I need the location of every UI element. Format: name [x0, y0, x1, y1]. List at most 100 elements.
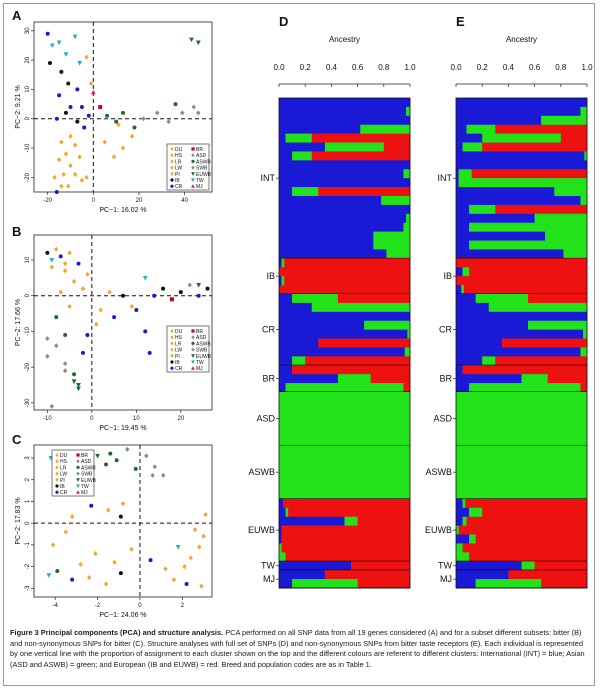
point-A-CR — [79, 105, 84, 109]
ancestry-bar-E-IB — [456, 267, 463, 277]
point-A-CR — [45, 31, 50, 36]
legend-label-B: IB — [175, 360, 180, 366]
ancestry-bar-D-CR — [318, 338, 411, 348]
point-A-DU — [111, 154, 117, 160]
ancestry-bar-E-INT — [554, 187, 588, 197]
ancestry-tick-label-E: 0.8 — [555, 63, 567, 72]
point-C-ASD — [144, 453, 149, 459]
ancestry-bar-E-MJ — [456, 570, 509, 580]
point-A-TW — [72, 34, 78, 40]
ancestry-bar-D-EUWB — [281, 534, 411, 544]
ancestry-bar-D-ASWB — [279, 472, 411, 482]
legend-label-B: PI — [175, 354, 180, 360]
point-B-DU — [80, 286, 86, 292]
legend-label-A: SWB — [196, 166, 208, 172]
ancestry-bar-D-EUWB — [279, 498, 284, 509]
point-C-CR — [89, 503, 94, 508]
ancestry-bar-D-INT — [373, 240, 411, 250]
population-label-D-CR: CR — [262, 325, 275, 335]
point-A-DU — [66, 183, 71, 189]
y-tick-label-C: 3 — [25, 456, 31, 460]
point-A-ASWB — [114, 119, 119, 124]
ancestry-bar-D-ASD — [279, 409, 411, 420]
population-label-E-TW: TW — [438, 561, 452, 571]
ancestry-bar-D-INT — [373, 231, 411, 241]
point-B-DU — [129, 303, 135, 309]
point-B-CR — [196, 293, 201, 298]
point-C-TW — [46, 573, 52, 578]
ancestry-bar-D-INT — [279, 151, 293, 161]
legend-label-B: LR — [175, 341, 182, 347]
point-A-DU — [68, 133, 73, 139]
ancestry-bar-E-EUWB — [469, 552, 588, 562]
ancestry-bar-E-INT — [456, 169, 459, 179]
x-tick-label-B: 0 — [90, 416, 94, 422]
legend-marker-A — [170, 178, 174, 182]
ancestry-bar-E-EUWB — [475, 534, 588, 544]
ancestry-bar-E-BR — [456, 365, 463, 375]
x-tick-label-C: 0 — [138, 603, 142, 609]
ancestry-bar-D-BR — [370, 374, 411, 384]
y-tick-label-B: -30 — [25, 398, 31, 407]
legend-label-A: CR — [175, 184, 183, 190]
point-A-BR — [98, 105, 103, 109]
ancestry-bar-E-INT — [466, 124, 496, 134]
point-A-DU — [63, 151, 69, 157]
point-A-TW — [49, 43, 55, 49]
ancestry-bar-D-CR — [404, 347, 411, 357]
legend-marker-A — [191, 165, 195, 170]
ancestry-bar-D-ASWB — [279, 490, 411, 500]
ancestry-bar-D-ASWB — [279, 454, 411, 464]
point-C-DU — [201, 533, 206, 539]
ancestry-bar-D-MJ — [324, 570, 411, 580]
ancestry-bar-D-MJ — [279, 570, 326, 580]
legend-label-A: HS — [175, 153, 183, 159]
point-A-DU — [102, 139, 107, 145]
ancestry-bar-E-ASWB — [456, 472, 588, 482]
point-B-IB — [205, 286, 210, 291]
legend-marker-B — [170, 335, 174, 340]
legend-label-A: MJ — [196, 184, 203, 190]
ancestry-bar-E-IB — [456, 258, 588, 268]
ancestry-bar-D-CR — [279, 311, 411, 322]
point-C-DU — [197, 544, 202, 550]
point-A-DU — [72, 171, 78, 177]
ancestry-bar-E-IB — [469, 267, 588, 277]
ancestry-bar-E-INT — [456, 222, 470, 232]
point-C-DU — [199, 583, 204, 589]
point-A-TW — [77, 61, 83, 66]
point-C-DU — [93, 551, 98, 557]
point-A-IB — [47, 61, 52, 66]
ancestry-bar-E-EUWB — [456, 552, 470, 562]
ancestry-bar-E-MJ — [541, 579, 588, 589]
point-B-DU — [67, 250, 72, 256]
ancestry-bar-E-CR — [456, 356, 483, 366]
legend-marker-A — [191, 147, 195, 151]
ancestry-bar-D-EUWB — [357, 516, 411, 526]
ancestry-bar-D-EUWB — [285, 507, 289, 518]
ancestry-bar-D-INT — [311, 133, 411, 143]
ancestry-bar-E-BR — [547, 374, 588, 384]
ancestry-bar-E-IB — [463, 285, 588, 295]
legend-label-C: BR — [81, 453, 88, 459]
legend-marker-A — [170, 159, 174, 164]
ancestry-tick-label-E: 0.0 — [450, 63, 462, 72]
ancestry-bar-E-CR — [488, 302, 588, 313]
point-B-ASD — [54, 343, 59, 349]
point-B-CR — [143, 329, 148, 334]
ancestry-bar-E-IB — [461, 285, 465, 295]
legend-label-B: ASD — [196, 335, 207, 341]
ancestry-bar-D-IB — [281, 276, 285, 286]
legend-label-A: PI — [175, 172, 180, 178]
ancestry-bar-E-EUWB — [466, 516, 588, 526]
x-tick-label-A: 20 — [136, 198, 143, 204]
ancestry-bar-E-INT — [563, 249, 588, 259]
legend-marker-B — [191, 347, 195, 352]
population-label-D-ASD: ASD — [256, 414, 275, 424]
structure-frame-D — [278, 97, 411, 589]
ancestry-bar-E-INT — [456, 196, 581, 206]
legend-box-A — [166, 143, 210, 191]
ancestry-bar-D-INT — [279, 222, 404, 232]
legend-box-C — [51, 449, 95, 497]
point-B-DU — [107, 289, 112, 295]
